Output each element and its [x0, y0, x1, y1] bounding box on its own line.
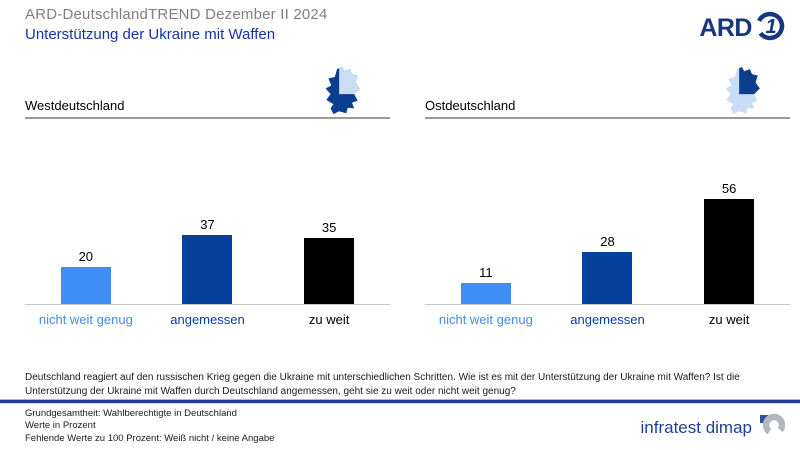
panel-ost-header: Ostdeutschland [425, 63, 790, 119]
ard-logo-text: ARD [699, 14, 752, 42]
survey-question-text: Deutschland reagiert auf den russischen … [25, 372, 740, 397]
panel-westdeutschland: Westdeutschland 20 37 35 nicht weit genu… [25, 63, 390, 327]
panel-ostdeutschland: Ostdeutschland 11 28 56 nicht weit genug… [425, 63, 790, 327]
bar-ost-nicht-weit-genug [460, 283, 511, 304]
report-title: ARD-DeutschlandTREND Dezember II 2024 [25, 6, 328, 23]
footnote-missing-values: Fehlende Werte zu 100 Prozent: Weiß nich… [25, 432, 275, 444]
bar-ost-angemessen [582, 251, 633, 304]
footnotes: Grundgesamtheit: Wahlberechtigte in Deut… [25, 408, 274, 445]
category-label: angemessen [570, 312, 645, 327]
panel-west-title: Westdeutschland [25, 98, 125, 113]
bar-group-west-zu-weit: 35 [268, 220, 390, 304]
bar-group-west-nicht-weit-genug: 20 [25, 248, 147, 304]
ard-one-circle-icon: 1 [754, 10, 786, 47]
category-label: zu weit [708, 312, 750, 327]
bar-west-zu-weit [304, 238, 355, 304]
page-title: Unterstützung der Ukraine mit Waffen [25, 26, 276, 43]
bar-group-ost-angemessen: 28 [547, 233, 669, 304]
category-labels-west: nicht weit genug angemessen zu weit [25, 305, 390, 327]
bar-value-label: 35 [321, 220, 337, 236]
infratest-dimap-logo-text: infratest dimap [640, 417, 753, 437]
category-label: zu weit [308, 312, 350, 327]
category-labels-ost: nicht weit genug angemessen zu weit [425, 305, 790, 327]
infratest-dimap-logo: infratest dimap [641, 412, 786, 443]
svg-text:1: 1 [765, 16, 776, 38]
germany-map-west-highlight-icon [320, 67, 364, 117]
footnote-unit: Werte in Prozent [25, 420, 96, 432]
germany-map-east-highlight-icon [720, 67, 764, 117]
footnote-population: Grundgesamtheit: Wahlberechtigte in Deut… [25, 408, 237, 419]
bar-value-label: 20 [78, 248, 94, 264]
panel-west-header: Westdeutschland [25, 63, 390, 119]
category-label: nicht weit genug [38, 312, 133, 327]
category-label: angemessen [170, 312, 245, 327]
bar-chart-west: 20 37 35 [25, 119, 390, 305]
bar-value-label: 28 [600, 233, 615, 249]
bar-west-angemessen [182, 234, 233, 304]
bar-west-nicht-weit-genug [60, 266, 111, 304]
bar-value-label: 11 [479, 265, 493, 281]
bar-value-label: 37 [200, 216, 215, 232]
bar-value-label: 56 [721, 181, 737, 196]
panel-ost-title: Ostdeutschland [425, 98, 516, 113]
report-header: ARD-DeutschlandTREND Dezember II 2024 Un… [25, 6, 328, 43]
bar-chart-ost: 11 28 56 [425, 119, 790, 305]
bar-group-ost-nicht-weit-genug: 11 [425, 265, 547, 304]
infratest-dimap-d-icon [759, 412, 786, 443]
bar-group-ost-zu-weit: 56 [668, 181, 790, 304]
category-label: nicht weit genug [438, 312, 533, 327]
ard-logo: ARD 1 [699, 10, 786, 47]
footer-divider [0, 399, 800, 404]
bar-group-west-angemessen: 37 [147, 217, 269, 304]
bar-ost-zu-weit [704, 199, 755, 304]
